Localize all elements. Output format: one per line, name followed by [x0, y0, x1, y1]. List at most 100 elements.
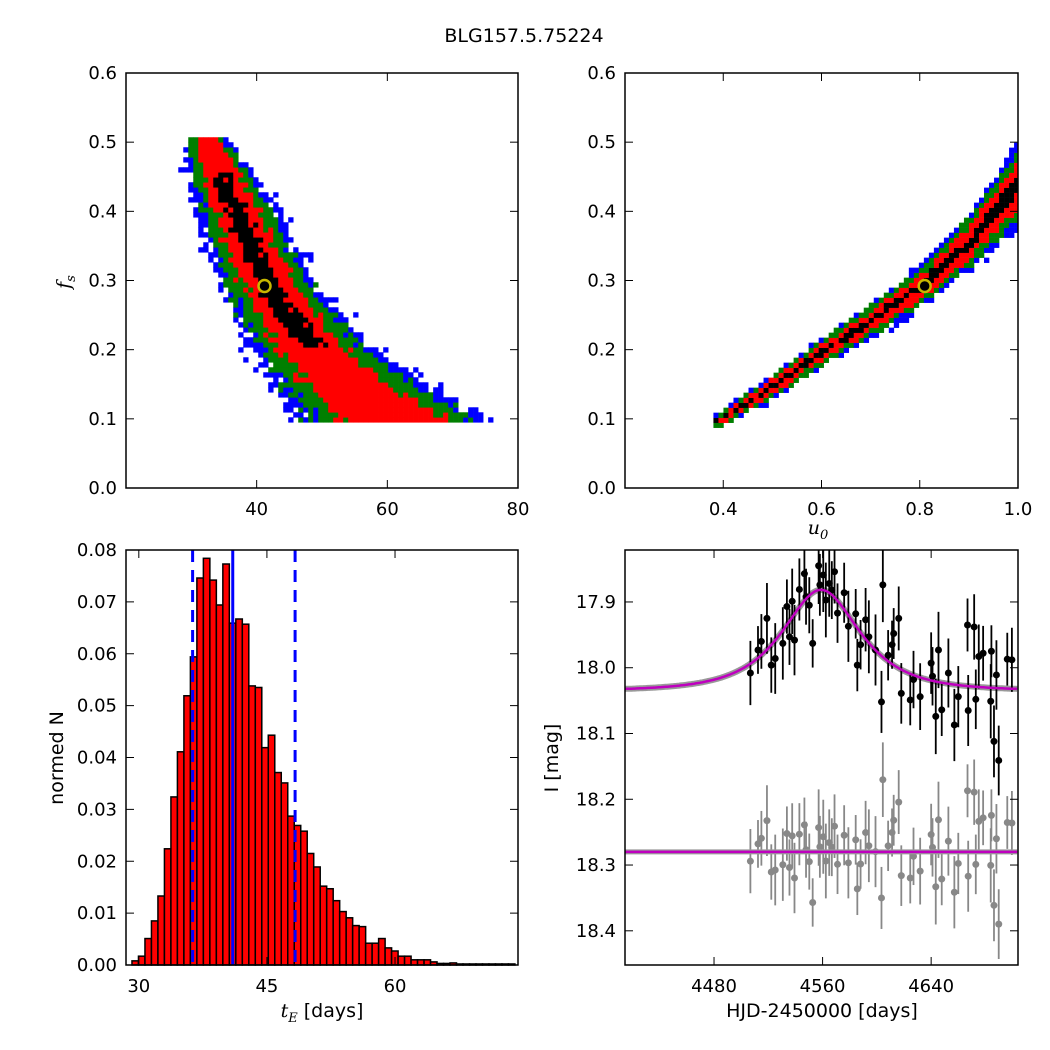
data-point [790, 636, 798, 644]
density-cell-red [253, 232, 259, 238]
density-cell-green [218, 262, 224, 268]
density-cell-red [228, 247, 234, 253]
density-cell-green [863, 332, 870, 338]
data-point [990, 737, 998, 745]
density-cell-red [338, 397, 344, 403]
data-point [763, 614, 771, 622]
density-cell-red [323, 377, 329, 383]
density-cell-green [298, 282, 304, 288]
density-cell-red [303, 352, 309, 358]
density-cell-green [198, 177, 204, 183]
density-cell-blue [908, 312, 915, 318]
density-cell-blue [373, 347, 379, 353]
data-point [857, 641, 865, 649]
density-cell-green [793, 377, 799, 383]
density-cell-black [298, 312, 304, 318]
density-cell-red [994, 227, 1000, 233]
density-cell-blue [263, 192, 269, 198]
density-cell-blue [773, 392, 779, 398]
density-cell-red [288, 342, 294, 348]
density-cell-green [978, 242, 985, 248]
density-cell-black [278, 317, 284, 323]
residual-point [906, 874, 914, 882]
density-cell-red [358, 402, 364, 408]
density-cell-red [338, 412, 344, 418]
density-cell-red [793, 362, 799, 368]
density-cell-red [258, 307, 264, 313]
density-cell-green [278, 357, 284, 363]
density-cell-black [1009, 187, 1015, 193]
density-cell-red [238, 257, 244, 263]
density-cell-green [913, 302, 920, 308]
density-cell-black [1009, 197, 1015, 203]
density-cell-red [438, 417, 444, 423]
density-cell-black [228, 182, 234, 188]
density-cell-green [283, 357, 289, 363]
density-cell-black [213, 182, 219, 188]
density-cell-red [248, 222, 254, 228]
density-cell-blue [288, 402, 294, 408]
density-cell-red [323, 382, 329, 388]
density-cell-black [778, 377, 784, 383]
density-cell-red [423, 412, 429, 418]
density-cell-green [943, 277, 950, 283]
density-cell-green [453, 412, 459, 418]
density-cell-blue [278, 217, 284, 223]
density-cell-green [228, 152, 234, 158]
residual-point [815, 824, 823, 832]
density-cell-red [428, 407, 434, 413]
density-cell-red [923, 272, 930, 278]
density-cell-red [973, 242, 980, 248]
density-cell-black [223, 182, 229, 188]
density-cell-blue [273, 192, 279, 198]
density-cell-black [308, 322, 314, 328]
data-point [906, 696, 914, 704]
density-cell-red [353, 387, 359, 393]
density-cell-blue [353, 332, 359, 338]
density-cell-red [298, 352, 304, 358]
density-cell-black [293, 332, 299, 338]
density-cell-red [393, 407, 399, 413]
density-cell-green [868, 327, 875, 333]
histogram-bar [403, 955, 412, 966]
density-cell-black [984, 217, 990, 223]
density-cell-red [273, 347, 279, 353]
density-cell-green [268, 357, 274, 363]
density-cell-black [288, 332, 294, 338]
density-cell-red [258, 227, 264, 233]
density-cell-green [358, 347, 364, 353]
density-cell-red [313, 362, 319, 368]
density-cell-blue [413, 382, 419, 388]
density-cell-red [328, 392, 334, 398]
density-cell-green [343, 337, 349, 343]
density-cell-black [243, 257, 249, 263]
density-cell-blue [278, 212, 284, 218]
density-cell-red [898, 292, 905, 298]
density-cell-green [223, 232, 229, 238]
density-cell-blue [328, 297, 334, 303]
residual-point [964, 872, 972, 880]
density-cell-red [928, 287, 935, 293]
density-cell-blue [818, 337, 824, 343]
data-point [964, 706, 972, 714]
density-cell-blue [388, 362, 394, 368]
density-cell-green [973, 252, 980, 258]
residual-point [987, 811, 995, 819]
density-cell-green [803, 367, 809, 373]
density-cell-red [333, 372, 339, 378]
density-cell-blue [203, 232, 209, 238]
density-cell-green [378, 372, 384, 378]
density-cell-blue [733, 397, 739, 403]
histogram-bar [287, 815, 295, 966]
density-cell-red [268, 232, 274, 238]
density-cell-red [328, 337, 334, 343]
density-cell-green [258, 332, 264, 338]
panel-u0-vs-fs: 0.4 0.6 0.8 1.00.00.10.20.30.40.50.6 [587, 63, 1032, 520]
density-cell-green [243, 302, 249, 308]
density-cell-blue [193, 192, 199, 198]
density-cell-blue [1009, 152, 1015, 158]
density-cell-blue [418, 372, 424, 378]
density-cell-green [323, 307, 329, 313]
density-cell-black [233, 222, 239, 228]
density-cell-blue [433, 397, 439, 403]
